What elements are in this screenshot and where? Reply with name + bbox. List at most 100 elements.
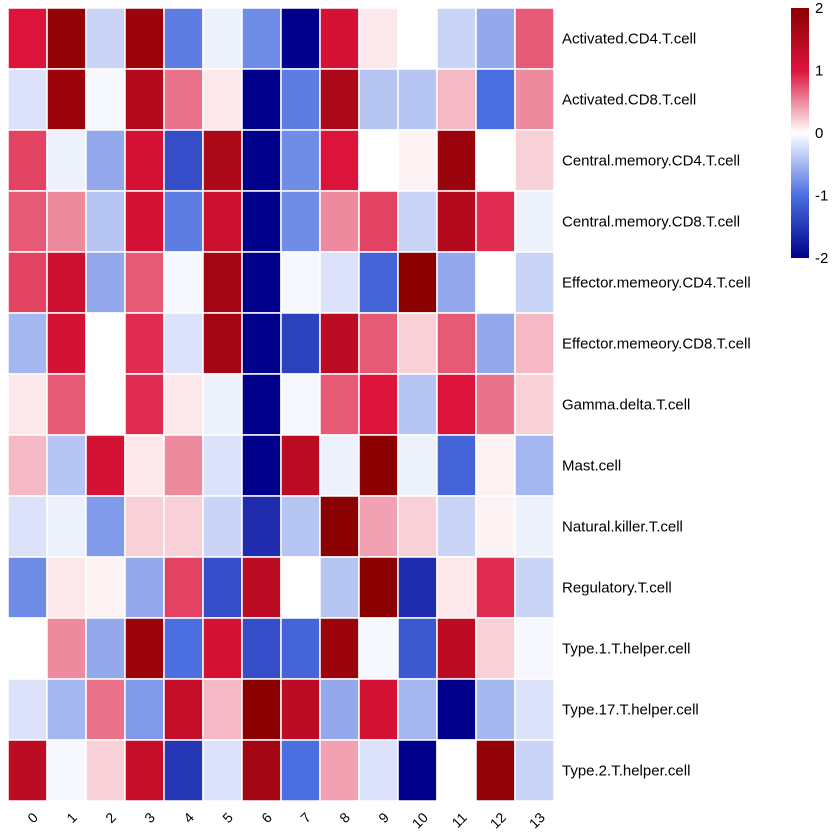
heatmap-cell xyxy=(241,129,282,192)
heatmap-cell xyxy=(397,190,438,253)
legend-tick-label: 0 xyxy=(815,125,823,142)
heatmap-cell xyxy=(46,678,87,741)
heatmap-cell xyxy=(358,556,399,619)
heatmap-cell xyxy=(475,373,516,436)
heatmap-cell xyxy=(85,434,126,497)
heatmap-cell xyxy=(124,68,165,131)
heatmap-cell xyxy=(124,373,165,436)
heatmap-cell xyxy=(319,251,360,314)
heatmap-cell xyxy=(397,7,438,70)
heatmap-cell xyxy=(319,556,360,619)
heatmap-cell xyxy=(163,739,204,802)
heatmap-cell xyxy=(436,739,477,802)
column-label: 7 xyxy=(297,809,314,826)
heatmap-cell xyxy=(46,7,87,70)
heatmap-cell xyxy=(241,739,282,802)
heatmap-cell xyxy=(397,556,438,619)
heatmap-cell xyxy=(202,617,243,680)
legend-tick-label: 1 xyxy=(815,63,823,80)
heatmap-cell xyxy=(163,556,204,619)
heatmap-cell xyxy=(85,617,126,680)
column-label: 0 xyxy=(24,809,41,826)
heatmap-cell xyxy=(241,434,282,497)
heatmap-cell xyxy=(319,434,360,497)
heatmap-cell xyxy=(358,495,399,558)
heatmap-cell xyxy=(124,434,165,497)
heatmap-cell xyxy=(397,129,438,192)
heatmap-cell xyxy=(358,68,399,131)
row-label: Regulatory.T.cell xyxy=(562,580,672,597)
heatmap-cell xyxy=(319,129,360,192)
heatmap-cell xyxy=(475,739,516,802)
heatmap-cell xyxy=(85,678,126,741)
heatmap-cell xyxy=(280,129,321,192)
heatmap-cell xyxy=(436,7,477,70)
heatmap-cell xyxy=(475,7,516,70)
heatmap-cell xyxy=(319,373,360,436)
heatmap-cell xyxy=(514,312,555,375)
heatmap-cell xyxy=(280,739,321,802)
heatmap-cell xyxy=(358,251,399,314)
heatmap-cell xyxy=(397,251,438,314)
row-label: Type.2.T.helper.cell xyxy=(562,763,690,780)
heatmap-cell xyxy=(46,495,87,558)
row-label: Gamma.delta.T.cell xyxy=(562,397,690,414)
heatmap-cell xyxy=(280,617,321,680)
heatmap-cell xyxy=(280,312,321,375)
heatmap-cell xyxy=(163,190,204,253)
heatmap-cell xyxy=(202,739,243,802)
column-label: 12 xyxy=(487,809,509,831)
heatmap-cell xyxy=(280,434,321,497)
row-label: Effector.memeory.CD8.T.cell xyxy=(562,336,751,353)
heatmap-cell xyxy=(436,129,477,192)
row-label: Type.1.T.helper.cell xyxy=(562,641,690,658)
heatmap-cell xyxy=(46,556,87,619)
heatmap-cell xyxy=(7,617,48,680)
heatmap-cell xyxy=(7,556,48,619)
row-label: Mast.cell xyxy=(562,458,621,475)
row-label: Central.memory.CD8.T.cell xyxy=(562,214,740,231)
heatmap-cell xyxy=(475,312,516,375)
heatmap-cell xyxy=(124,739,165,802)
heatmap-cell xyxy=(85,312,126,375)
row-label: Activated.CD4.T.cell xyxy=(562,31,696,48)
heatmap-cell xyxy=(163,68,204,131)
heatmap-cell xyxy=(319,678,360,741)
heatmap-cell xyxy=(358,190,399,253)
column-labels: 0 1 2 3 4 5 6 7 8 9 10 11 12 13 xyxy=(24,809,548,831)
heatmap-cells xyxy=(7,7,555,802)
heatmap-cell xyxy=(241,68,282,131)
legend-tick-label: -2 xyxy=(815,250,828,267)
heatmap-cell xyxy=(319,190,360,253)
heatmap-cell xyxy=(85,68,126,131)
heatmap-cell xyxy=(241,556,282,619)
heatmap-cell xyxy=(85,495,126,558)
heatmap-cell xyxy=(436,68,477,131)
heatmap-cell xyxy=(202,678,243,741)
heatmap-cell xyxy=(163,129,204,192)
row-label: Central.memory.CD4.T.cell xyxy=(562,153,740,170)
heatmap-cell xyxy=(475,190,516,253)
heatmap-cell xyxy=(475,617,516,680)
row-labels: Activated.CD4.T.cell Activated.CD8.T.cell… xyxy=(562,31,751,780)
heatmap-cell xyxy=(358,739,399,802)
heatmap-cell xyxy=(241,251,282,314)
heatmap-cell xyxy=(436,678,477,741)
heatmap-cell xyxy=(202,434,243,497)
heatmap-cell xyxy=(85,556,126,619)
column-label: 6 xyxy=(258,809,275,826)
heatmap-cell xyxy=(7,434,48,497)
heatmap-cell xyxy=(397,373,438,436)
column-label: 5 xyxy=(219,809,236,826)
heatmap-cell xyxy=(163,7,204,70)
heatmap-cell xyxy=(202,373,243,436)
color-legend: 2 1 0 -1 -2 xyxy=(791,0,828,267)
heatmap-cell xyxy=(124,7,165,70)
heatmap-cell xyxy=(85,129,126,192)
heatmap-cell xyxy=(46,617,87,680)
heatmap-cell xyxy=(397,495,438,558)
column-label: 11 xyxy=(448,809,470,831)
legend-tick-label: -1 xyxy=(815,188,828,205)
heatmap-cell xyxy=(241,190,282,253)
heatmap-cell xyxy=(475,68,516,131)
